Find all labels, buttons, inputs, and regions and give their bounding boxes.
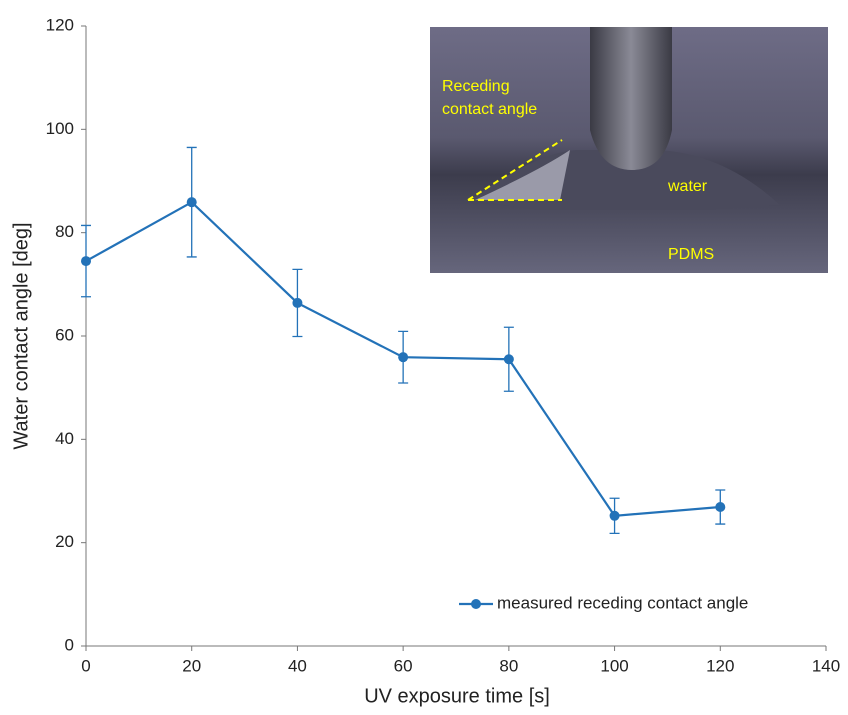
- legend-marker: [471, 599, 481, 609]
- x-tick-label: 0: [81, 656, 90, 675]
- x-tick-label: 140: [812, 656, 840, 675]
- x-tick-label: 100: [600, 656, 628, 675]
- annotation: water: [667, 178, 708, 195]
- needle: [590, 27, 672, 170]
- data-point: [609, 510, 620, 521]
- x-tick-label: 120: [706, 656, 734, 675]
- legend-label: measured receding contact angle: [497, 593, 748, 612]
- data-point: [715, 502, 726, 513]
- inset-photo: Receding contact angle water PDMS: [430, 27, 828, 273]
- y-tick-label: 100: [46, 119, 74, 138]
- annotation: contact angle: [442, 101, 537, 118]
- data-point: [292, 297, 303, 308]
- y-tick-label: 120: [46, 15, 74, 34]
- y-tick-label: 80: [55, 222, 74, 241]
- data-point: [398, 352, 409, 363]
- data-point: [186, 197, 197, 208]
- y-axis-label: Water contact angle [deg]: [10, 222, 32, 449]
- x-tick-label: 60: [394, 656, 413, 675]
- droplet-edge: [475, 150, 570, 200]
- x-tick-label: 40: [288, 656, 307, 675]
- x-tick-label: 80: [499, 656, 518, 675]
- angle-line: [467, 139, 563, 201]
- x-tick-label: 20: [182, 656, 201, 675]
- y-tick-label: 60: [55, 325, 74, 344]
- y-tick-label: 0: [65, 635, 74, 654]
- data-point: [81, 256, 91, 267]
- y-tick-label: 20: [55, 532, 74, 551]
- annotation: PDMS: [668, 246, 714, 263]
- y-tick-label: 40: [55, 429, 74, 448]
- annotation: Receding: [442, 78, 510, 95]
- x-axis-label: UV exposure time [s]: [364, 685, 550, 707]
- data-point: [503, 354, 514, 365]
